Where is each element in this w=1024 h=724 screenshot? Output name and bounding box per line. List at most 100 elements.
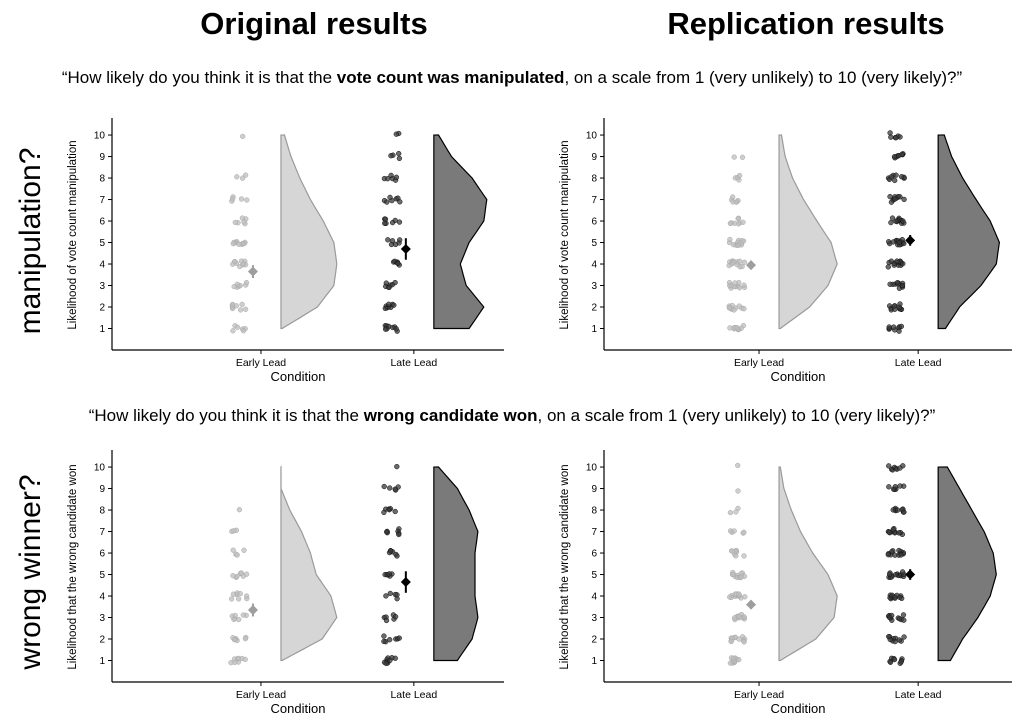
data-point <box>887 193 893 200</box>
data-point <box>388 172 394 179</box>
data-point <box>900 218 906 224</box>
row-label-manipulation: manipulation? <box>14 147 47 335</box>
data-point <box>230 241 236 247</box>
y-tick-label: 1 <box>591 324 597 335</box>
data-point <box>387 194 393 201</box>
data-point <box>236 241 242 247</box>
data-point <box>888 199 895 205</box>
y-tick-label: 5 <box>591 238 597 249</box>
y-tick-label: 5 <box>99 570 105 581</box>
data-point <box>384 529 390 535</box>
x-axis-label: Condition <box>771 701 826 716</box>
x-tick-label: Early Lead <box>734 357 784 369</box>
data-point <box>390 324 396 331</box>
x-tick-label: Early Lead <box>734 689 784 701</box>
data-point <box>394 553 400 559</box>
x-tick-label: Early Lead <box>236 689 286 701</box>
data-point <box>394 592 400 598</box>
data-point <box>387 485 393 491</box>
data-point <box>383 617 390 624</box>
data-point <box>242 656 248 663</box>
y-tick-label: 2 <box>99 635 105 646</box>
data-point <box>887 659 894 665</box>
data-point <box>901 509 907 515</box>
data-point <box>229 301 236 308</box>
data-point <box>896 304 903 310</box>
data-point <box>230 547 236 553</box>
mean-marker <box>400 577 411 588</box>
data-point <box>731 307 737 313</box>
data-point <box>387 637 393 643</box>
data-point <box>394 463 400 470</box>
data-point <box>886 633 892 640</box>
data-point <box>230 591 237 597</box>
density-cloud <box>280 465 338 662</box>
question-emphasis: vote count was manipulated <box>336 68 565 87</box>
row-label-wrong-winner: wrong winner? <box>14 474 47 670</box>
question-text: , on a scale from 1 (very unlikely) to 1… <box>537 406 936 425</box>
y-tick-label: 3 <box>99 613 105 624</box>
data-point <box>392 655 398 661</box>
data-point <box>385 176 391 182</box>
data-point <box>893 172 899 178</box>
y-tick-label: 9 <box>99 484 105 495</box>
data-point <box>894 258 900 264</box>
data-point <box>387 657 393 664</box>
data-point <box>388 153 394 159</box>
data-point <box>736 285 743 291</box>
y-tick-label: 4 <box>591 260 597 271</box>
data-point <box>237 591 243 597</box>
data-point <box>886 484 892 490</box>
x-tick-label: Late Lead <box>390 689 437 701</box>
manipulation-question: “How likely do you think it is that the … <box>0 68 1024 88</box>
data-point <box>900 612 907 618</box>
x-tick-label: Late Lead <box>390 357 437 369</box>
data-point <box>887 281 893 287</box>
x-tick-label: Late Lead <box>895 357 942 369</box>
data-point <box>392 508 398 515</box>
data-point <box>740 219 746 225</box>
y-tick-label: 3 <box>591 281 597 292</box>
x-axis-label: Condition <box>271 701 326 716</box>
y-tick-label: 2 <box>99 303 105 314</box>
data-point <box>242 306 249 312</box>
original-results-title: Original results <box>200 6 428 41</box>
y-tick-label: 7 <box>591 195 597 206</box>
data-point <box>384 199 390 205</box>
data-point <box>230 328 236 334</box>
data-point <box>228 596 235 602</box>
data-point <box>892 484 898 490</box>
density-cloud <box>778 466 838 662</box>
data-point <box>896 616 903 622</box>
data-point <box>234 174 240 180</box>
y-tick-label: 8 <box>99 174 105 185</box>
density-cloud <box>937 134 1001 330</box>
question-text: “How likely do you think it is that the <box>61 68 337 87</box>
mean-marker <box>400 243 411 254</box>
data-point <box>731 154 737 160</box>
data-point <box>395 195 401 201</box>
data-point <box>730 260 736 266</box>
data-point <box>898 552 904 558</box>
data-point <box>888 219 894 226</box>
data-point <box>392 241 399 248</box>
density-cloud <box>280 134 338 330</box>
data-point <box>242 636 249 642</box>
data-point <box>730 571 736 578</box>
data-point <box>886 571 893 577</box>
data-point <box>886 324 892 330</box>
data-point <box>232 259 238 265</box>
data-point <box>732 280 738 286</box>
data-point <box>736 591 742 597</box>
data-point <box>730 194 736 200</box>
data-point <box>892 594 898 600</box>
mean-marker <box>905 569 916 580</box>
data-point <box>231 528 237 534</box>
chart-replication-manipulation: Likelihood of vote count manipulation 1 2 3… <box>559 118 1012 384</box>
y-tick-label: 10 <box>94 131 106 142</box>
data-point <box>901 196 907 203</box>
data-point <box>239 175 246 181</box>
y-tick-label: 9 <box>591 484 597 495</box>
density-cloud <box>937 466 997 662</box>
data-point <box>737 258 743 264</box>
